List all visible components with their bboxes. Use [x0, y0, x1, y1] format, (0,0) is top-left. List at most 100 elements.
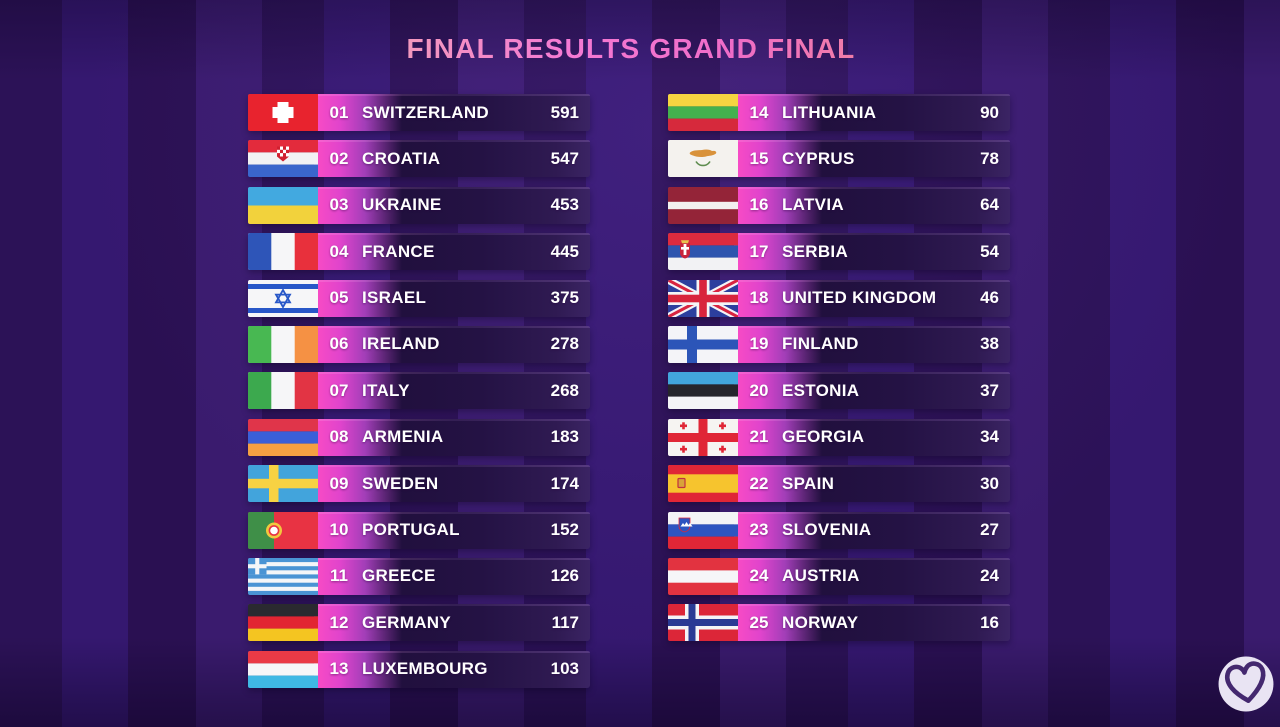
- flag-greece-icon: [248, 557, 318, 595]
- result-row: 05 ISRAEL 375: [248, 279, 590, 317]
- flag-armenia-icon: [248, 418, 318, 456]
- points-label: 37: [980, 380, 999, 400]
- country-label: UKRAINE: [362, 195, 442, 215]
- flag-serbia-icon: [668, 233, 738, 271]
- flag-sweden-icon: [248, 465, 318, 503]
- result-row: 16 LATVIA 64: [668, 186, 1010, 224]
- country-label: SWEDEN: [362, 473, 439, 493]
- rank-label: 16: [749, 195, 769, 215]
- points-label: 183: [550, 427, 579, 447]
- rank-label: 15: [749, 148, 769, 168]
- result-row: 19 FINLAND 38: [668, 325, 1010, 363]
- rank-label: 05: [329, 288, 349, 308]
- result-row: 15 CYPRUS 78: [668, 140, 1010, 178]
- points-label: 126: [550, 566, 579, 586]
- points-label: 591: [550, 102, 579, 122]
- points-label: 27: [980, 520, 999, 540]
- points-label: 445: [550, 241, 579, 261]
- result-row: 11 GREECE 126: [248, 557, 590, 595]
- country-label: SLOVENIA: [782, 520, 872, 540]
- result-row: 21 GEORGIA 34: [668, 418, 1010, 456]
- flag-germany-icon: [248, 604, 318, 642]
- country-label: LATVIA: [782, 195, 844, 215]
- flag-finland-icon: [668, 325, 738, 363]
- flag-spain-icon: [668, 465, 738, 503]
- flag-israel-icon: [248, 279, 318, 317]
- country-label: AUSTRIA: [782, 566, 860, 586]
- country-label: ITALY: [362, 380, 410, 400]
- flag-cyprus-icon: [668, 140, 738, 178]
- flag-norway-icon: [668, 604, 738, 642]
- country-label: GREECE: [362, 566, 436, 586]
- rank-label: 23: [749, 520, 769, 540]
- points-label: 547: [550, 148, 579, 168]
- flag-united-kingdom-icon: [668, 279, 738, 317]
- country-label: LUXEMBOURG: [362, 659, 488, 679]
- result-row: 04 FRANCE 445: [248, 233, 590, 271]
- flag-lithuania-icon: [668, 94, 738, 131]
- result-row: 13 LUXEMBOURG 103: [248, 650, 590, 688]
- results-column-left: 01 SWITZERLAND 591 02 CROATIA 547 03 UKRAINE 453…: [248, 94, 590, 697]
- rank-label: 19: [749, 334, 769, 354]
- rank-label: 02: [329, 148, 349, 168]
- points-label: 54: [980, 241, 999, 261]
- country-label: ARMENIA: [362, 427, 444, 447]
- country-label: SERBIA: [782, 241, 849, 261]
- result-row: 17 SERBIA 54: [668, 233, 1010, 271]
- points-label: 38: [980, 334, 999, 354]
- flag-france-icon: [248, 233, 318, 271]
- points-label: 278: [550, 334, 579, 354]
- result-row: 07 ITALY 268: [248, 372, 590, 410]
- flag-slovenia-icon: [668, 511, 738, 549]
- country-label: CYPRUS: [782, 148, 855, 168]
- points-label: 90: [980, 102, 999, 122]
- rank-label: 10: [329, 520, 349, 540]
- points-label: 24: [980, 566, 999, 586]
- points-label: 34: [980, 427, 999, 447]
- points-label: 103: [550, 659, 579, 679]
- rank-label: 20: [749, 380, 769, 400]
- country-label: UNITED KINGDOM: [782, 288, 937, 308]
- rank-label: 17: [749, 241, 769, 261]
- result-row: 09 SWEDEN 174: [248, 465, 590, 503]
- country-label: FRANCE: [362, 241, 435, 261]
- result-row: 02 CROATIA 547: [248, 140, 590, 178]
- heart-icon: [1218, 656, 1274, 712]
- page-title: FINAL RESULTS GRAND FINAL: [0, 33, 1262, 65]
- country-label: CROATIA: [362, 148, 441, 168]
- points-label: 16: [980, 612, 999, 632]
- points-label: 453: [550, 195, 579, 215]
- result-row: 08 ARMENIA 183: [248, 418, 590, 456]
- country-label: SPAIN: [782, 473, 835, 493]
- rank-label: 24: [749, 566, 769, 586]
- result-row: 18 UNITED KINGDOM 46: [668, 279, 1010, 317]
- country-label: SWITZERLAND: [362, 102, 490, 122]
- points-label: 64: [980, 195, 999, 215]
- country-label: GEORGIA: [782, 427, 865, 447]
- country-label: ESTONIA: [782, 380, 860, 400]
- rank-label: 04: [329, 241, 349, 261]
- rank-label: 03: [329, 195, 349, 215]
- country-label: FINLAND: [782, 334, 859, 354]
- rank-label: 07: [329, 380, 349, 400]
- eurovision-heart-logo: [1215, 653, 1277, 715]
- points-label: 78: [980, 148, 999, 168]
- result-row: 24 AUSTRIA 24: [668, 557, 1010, 595]
- points-label: 46: [980, 288, 999, 308]
- flag-luxembourg-icon: [248, 650, 318, 688]
- rank-label: 08: [329, 427, 349, 447]
- result-row: 10 PORTUGAL 152: [248, 511, 590, 549]
- rank-label: 01: [329, 102, 349, 122]
- rank-label: 21: [749, 427, 769, 447]
- flag-estonia-icon: [668, 372, 738, 410]
- points-label: 152: [550, 520, 579, 540]
- flag-croatia-icon: [248, 140, 318, 178]
- result-row: 23 SLOVENIA 27: [668, 511, 1010, 549]
- points-label: 117: [551, 612, 579, 632]
- rank-label: 11: [330, 566, 348, 586]
- result-row: 03 UKRAINE 453: [248, 186, 590, 224]
- result-row: 12 GERMANY 117: [248, 604, 590, 642]
- rank-label: 14: [749, 102, 769, 122]
- flag-switzerland-icon: [248, 94, 318, 131]
